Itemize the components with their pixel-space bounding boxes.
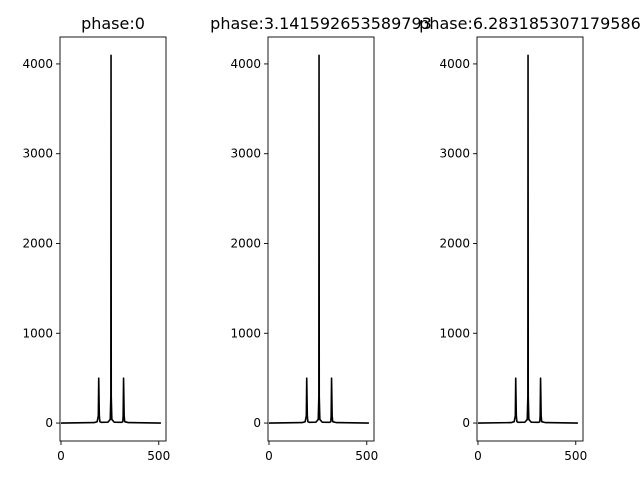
axes-frame <box>59 36 167 442</box>
y-tick-label: 4000 <box>230 57 261 71</box>
x-tick-label: 500 <box>355 449 378 463</box>
y-tick-label: 4000 <box>22 57 53 71</box>
y-tick-label: 1000 <box>230 326 261 340</box>
subplot-title: phase:3.141592653589793 <box>210 14 432 33</box>
axes-frame <box>267 36 375 442</box>
subplot-title: phase:6.283185307179586 <box>419 14 640 33</box>
x-tick-label: 0 <box>57 449 65 463</box>
subplot-1: 0 1000 2000 3000 4000 0 500 phase:0 <box>22 14 170 463</box>
series-line <box>268 54 369 424</box>
y-tick-label: 4000 <box>439 57 470 71</box>
axes-frame <box>476 36 584 442</box>
subplot-2: 0 1000 2000 3000 4000 0 500 phase:3.14159265358… <box>210 14 432 463</box>
series-line <box>60 54 161 424</box>
y-tick-label: 3000 <box>439 147 470 161</box>
y-tick-label: 0 <box>253 416 261 430</box>
subplot-title: phase:0 <box>81 14 145 33</box>
y-tick-label: 0 <box>45 416 53 430</box>
y-tick-label: 3000 <box>230 147 261 161</box>
x-tick-label: 0 <box>265 449 273 463</box>
x-tick-label: 500 <box>564 449 587 463</box>
y-tick-label: 1000 <box>22 326 53 340</box>
y-tick-label: 2000 <box>22 236 53 250</box>
y-tick-label: 2000 <box>230 236 261 250</box>
y-tick-label: 0 <box>462 416 470 430</box>
y-tick-label: 3000 <box>22 147 53 161</box>
subplot-3: 0 1000 2000 3000 4000 0 500 phase:6.28318530717… <box>419 14 640 463</box>
y-tick-label: 2000 <box>439 236 470 250</box>
x-tick-label: 0 <box>474 449 482 463</box>
y-tick-label: 1000 <box>439 326 470 340</box>
series-line <box>477 54 578 424</box>
x-tick-label: 500 <box>147 449 170 463</box>
